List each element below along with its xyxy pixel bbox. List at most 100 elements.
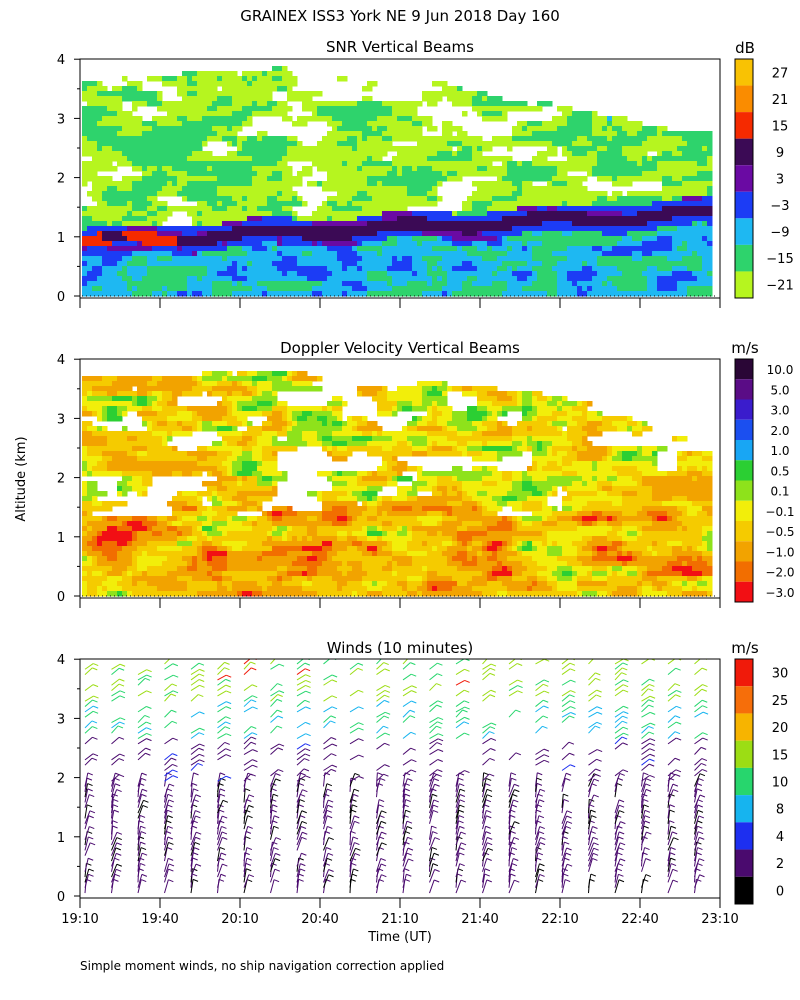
snr-cell — [682, 146, 688, 152]
snr-cell — [677, 236, 683, 242]
snr-cell — [102, 141, 108, 147]
snr-cell — [172, 76, 178, 82]
snr-cell — [287, 271, 293, 277]
snr-cell — [492, 106, 498, 112]
snr-cell — [592, 241, 598, 247]
snr-cell — [627, 196, 633, 202]
snr-cell — [242, 291, 248, 297]
snr-cell — [237, 176, 243, 182]
snr-cell — [677, 176, 683, 182]
snr-cell — [527, 226, 533, 232]
snr-cell — [297, 141, 303, 147]
snr-cell — [302, 231, 308, 237]
snr-cell — [262, 246, 268, 252]
snr-cell — [622, 136, 628, 142]
figure-title: GRAINEX ISS3 York NE 9 Jun 2018 Day 160 — [240, 7, 560, 25]
snr-cell — [617, 176, 623, 182]
snr-cell — [192, 96, 198, 102]
snr-cell — [107, 91, 113, 97]
snr-cell — [312, 116, 318, 122]
snr-cell — [352, 281, 358, 287]
snr-cell — [247, 236, 253, 242]
snr-cell — [597, 251, 603, 257]
snr-cell — [642, 196, 648, 202]
doppler-cell — [122, 466, 128, 472]
snr-cell — [207, 126, 213, 132]
snr-cell — [552, 151, 558, 157]
snr-cell — [552, 181, 558, 187]
snr-cell — [92, 231, 98, 237]
snr-cell — [287, 216, 293, 222]
snr-cell — [142, 241, 148, 247]
snr-cell — [357, 171, 363, 177]
snr-cell — [312, 251, 318, 257]
snr-cell — [232, 286, 238, 292]
snr-cell — [277, 286, 283, 292]
snr-cell — [522, 216, 528, 222]
snr-cell — [377, 206, 383, 212]
snr-cell — [437, 236, 443, 242]
snr-cell — [327, 131, 333, 137]
snr-cell — [552, 116, 558, 122]
snr-cell — [547, 226, 553, 232]
snr-heatmap — [82, 66, 713, 297]
snr-cell — [677, 136, 683, 142]
snr-cell — [567, 111, 573, 117]
snr-cell — [557, 126, 563, 132]
snr-cell — [372, 206, 378, 212]
snr-cell — [447, 121, 453, 127]
doppler-cell — [122, 481, 128, 487]
snr-cell — [572, 261, 578, 267]
snr-cell — [527, 236, 533, 242]
snr-cell — [557, 176, 563, 182]
snr-cell — [302, 116, 308, 122]
snr-cell — [547, 181, 553, 187]
snr-cell — [587, 206, 593, 212]
snr-cell — [702, 161, 708, 167]
snr-cell — [562, 286, 568, 292]
snr-cell — [417, 136, 423, 142]
snr-cell — [592, 286, 598, 292]
snr-cell — [342, 141, 348, 147]
snr-cell — [527, 271, 533, 277]
snr-cell — [227, 131, 233, 137]
snr-cell — [147, 201, 153, 207]
snr-cell — [117, 256, 123, 262]
snr-cell — [332, 116, 338, 122]
doppler-cell — [122, 406, 128, 412]
snr-cell — [222, 291, 228, 297]
snr-cell — [342, 136, 348, 142]
snr-cell — [487, 101, 493, 107]
snr-cell — [422, 281, 428, 287]
snr-cell — [312, 281, 318, 287]
snr-cell — [457, 96, 463, 102]
snr-cell — [532, 216, 538, 222]
snr-cell — [337, 121, 343, 127]
snr-cell — [697, 216, 703, 222]
snr-cell — [457, 171, 463, 177]
snr-cell — [492, 246, 498, 252]
snr-cell — [297, 96, 303, 102]
snr-cell — [187, 146, 193, 152]
snr-cell — [172, 246, 178, 252]
snr-cell — [162, 131, 168, 137]
snr-cell — [332, 201, 338, 207]
snr-cell — [237, 86, 243, 92]
snr-cell — [307, 291, 313, 297]
snr-cell — [212, 106, 218, 112]
snr-cell — [442, 156, 448, 162]
snr-cell — [672, 216, 678, 222]
snr-cell — [432, 161, 438, 167]
snr-cell — [422, 241, 428, 247]
snr-cell — [472, 236, 478, 242]
snr-cell — [642, 176, 648, 182]
snr-cell — [697, 276, 703, 282]
snr-cell — [97, 266, 103, 272]
snr-cell — [327, 196, 333, 202]
snr-cell — [157, 76, 163, 82]
snr-cell — [377, 266, 383, 272]
snr-cell — [397, 231, 403, 237]
snr-cell — [82, 271, 88, 277]
snr-cell — [232, 216, 238, 222]
snr-cell — [617, 141, 623, 147]
